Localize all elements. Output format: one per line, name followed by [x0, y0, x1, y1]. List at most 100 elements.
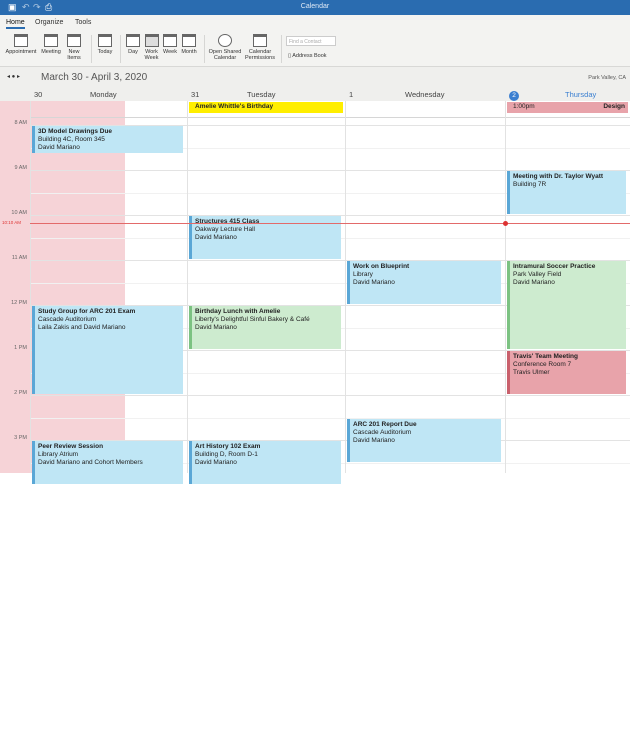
label: Meeting [41, 49, 61, 55]
event[interactable]: Intramural Soccer Practice Park Valley Fi… [507, 261, 626, 349]
hour-label: 10 AM [11, 210, 27, 216]
week-view-button[interactable]: Week [161, 34, 179, 55]
event-detail: Building D, Room D-1 [195, 451, 258, 458]
event-title: Art History 102 Exam [195, 443, 261, 450]
event-title: ARC 201 Report Due [353, 420, 417, 428]
calendar-grid[interactable]: 8 AM 9 AM 10 AM 11 AM 12 PM 1 PM 2 PM 3 PM Ameli… [0, 101, 630, 743]
event[interactable]: Peer Review Session Library Atrium David M… [32, 441, 183, 484]
event[interactable]: ARC 201 Report Due Cascade Auditorium Davi… [347, 418, 501, 462]
design-event-background[interactable] [0, 101, 125, 473]
column-divider [345, 101, 346, 473]
tab-home[interactable]: Home [6, 19, 25, 29]
calendar-permissions-button[interactable]: Calendar Permissions [245, 34, 275, 61]
hour-line [30, 305, 630, 306]
tab-organize[interactable]: Organize [35, 19, 64, 26]
work-week-view-button[interactable]: Work Week [143, 34, 160, 61]
event-detail: David Mariano [195, 234, 237, 241]
event[interactable]: 3D Model Drawings Due Building 4C, Room 3… [32, 126, 183, 154]
event[interactable]: Meeting with Dr. Taylor Wyatt Building 7R [507, 171, 626, 214]
event-title: Intramural Soccer Practice [513, 263, 596, 270]
day-name[interactable]: Thursday [565, 90, 597, 99]
label: Appointment [5, 49, 37, 55]
month-view-button[interactable]: Month [180, 34, 198, 55]
day-name[interactable]: Wednesday [405, 90, 445, 99]
day-view-button[interactable]: Day [124, 34, 142, 55]
address-book-button[interactable]: ▯ Address Book [288, 53, 327, 59]
event-detail: Liberty's Delightful Sinful Bakery & Caf… [195, 316, 310, 323]
day-number: 31 [191, 90, 200, 99]
print-icon[interactable]: ⎙ [45, 2, 53, 12]
title-bar: ▣ ↶ ↷ ⎙ Calendar [0, 0, 630, 15]
column-divider [505, 101, 506, 473]
event-detail: David Mariano [195, 324, 237, 331]
event-detail: Building 4C, Room 345 [38, 136, 105, 143]
hour-line [30, 125, 630, 126]
month-icon [182, 34, 196, 47]
date-range: March 30 - April 3, 2020 [41, 72, 148, 83]
all-day-event[interactable]: 1:00pm Design [507, 102, 628, 113]
day-icon [126, 34, 140, 47]
event-title: Work on Blueprint [353, 263, 410, 270]
permissions-icon [253, 34, 267, 47]
event-detail: David Mariano [513, 279, 555, 286]
day-number: 30 [34, 90, 43, 99]
calendar-icon [14, 34, 28, 47]
event-detail: Park Valley Field [513, 271, 562, 278]
hour-label: 11 AM [11, 255, 27, 261]
label: Calendar Permissions [245, 49, 275, 61]
window-title: Calendar [300, 3, 330, 10]
new-items-button[interactable]: New Items [64, 34, 84, 61]
event-detail: Building 7R [513, 181, 547, 188]
event[interactable]: Birthday Lunch with Amelie Liberty's Deli… [189, 306, 341, 349]
meeting-button[interactable]: Meeting [40, 34, 62, 55]
label: Day [128, 49, 138, 55]
save-icon[interactable]: ▣ [8, 2, 17, 12]
label: Address Book [292, 53, 327, 59]
weather-location[interactable]: Park Valley, CA [588, 75, 626, 81]
event-title: Structures 415 Class [195, 218, 260, 225]
hour-line [30, 192, 630, 194]
day-name[interactable]: Monday [90, 90, 117, 99]
hour-line [30, 215, 630, 216]
day-name[interactable]: Tuesday [247, 90, 276, 99]
hour-line [30, 350, 630, 351]
find-contact-input[interactable]: Find a Contact [286, 36, 336, 46]
column-divider [187, 101, 188, 473]
ribbon-tabs: Home Organize Tools [0, 15, 630, 31]
event[interactable]: Travis' Team Meeting Conference Room 7 Tra… [507, 351, 626, 394]
event-detail: Library [353, 271, 373, 278]
label: Today [97, 49, 113, 55]
label: Month [181, 49, 197, 55]
event[interactable]: Art History 102 Exam Building D, Room D-1… [189, 441, 341, 484]
hour-line [30, 372, 630, 374]
divider [281, 35, 282, 63]
all-day-event[interactable]: Amelie Whittle's Birthday [189, 102, 343, 113]
event-title: Peer Review Session [38, 443, 104, 450]
tab-tools[interactable]: Tools [75, 19, 92, 26]
today-button[interactable]: Today [95, 34, 115, 55]
event-detail: Laila Zakis and David Mariano [38, 324, 126, 331]
address-book-icon: ▯ [288, 53, 293, 59]
week-icon [163, 34, 177, 47]
hour-line [30, 417, 630, 419]
event-detail: Cascade Auditorium [38, 316, 97, 323]
hour-label: 9 AM [14, 165, 27, 171]
redo-icon[interactable]: ↷ [33, 2, 41, 12]
event-time: 1:00pm [513, 103, 535, 110]
thursday-gap [0, 473, 125, 743]
event-detail: Oakway Lecture Hall [195, 226, 255, 233]
event[interactable]: Work on Blueprint Library David Mariano [347, 261, 501, 304]
event-title: Amelie Whittle's Birthday [195, 103, 274, 110]
prev-next-arrows[interactable]: ◂ ● ▸ [7, 74, 20, 80]
hour-label: 12 PM [11, 300, 27, 306]
open-shared-calendar-button[interactable]: Open Shared Calendar [207, 34, 243, 61]
hour-label: 2 PM [14, 390, 27, 396]
hour-line [30, 260, 630, 261]
divider [204, 35, 205, 63]
undo-icon[interactable]: ↶ [22, 2, 30, 12]
event-detail: Travis Ulmer [513, 369, 550, 376]
appointment-button[interactable]: Appointment [4, 34, 38, 55]
event[interactable]: Study Group for ARC 201 Exam Cascade Audi… [32, 306, 183, 394]
new-items-icon [67, 34, 81, 47]
event-detail: David Mariano [353, 436, 395, 444]
